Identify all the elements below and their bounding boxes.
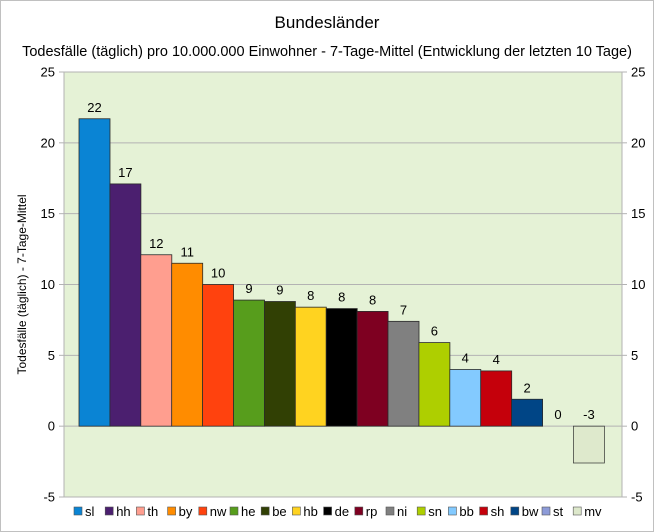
legend-swatch-by <box>167 506 176 516</box>
y-tick-label-left: -5 <box>43 490 55 505</box>
bar-rp <box>356 311 389 427</box>
legend-label-rp: rp <box>366 504 378 519</box>
legend-label-nw: nw <box>210 504 227 519</box>
legend-label-mv: mv <box>584 504 602 519</box>
data-label-sn: 6 <box>431 324 438 339</box>
y-tick-label-right: 5 <box>631 348 638 363</box>
data-label-sh: 4 <box>493 352 500 367</box>
legend-label-sn: sn <box>428 504 442 519</box>
legend-label-by: by <box>179 504 193 519</box>
legend-swatch-rp <box>354 506 364 516</box>
bar-de <box>325 308 358 427</box>
plot-border <box>63 71 623 498</box>
bar-sh <box>480 370 513 427</box>
data-label-rp: 8 <box>369 292 376 307</box>
legend-swatch-hh <box>104 506 114 516</box>
bar-bb <box>449 369 482 427</box>
legend-swatch-nw <box>198 506 208 516</box>
legend-swatch-sn <box>416 506 426 516</box>
legend-label-he: he <box>241 504 255 519</box>
legend-label-hh: hh <box>116 504 130 519</box>
y-tick-label-left: 25 <box>41 65 55 80</box>
data-label-hb: 8 <box>307 288 314 303</box>
data-label-nw: 10 <box>211 266 225 281</box>
legend-label-bw: bw <box>522 504 539 519</box>
legend-label-ni: ni <box>397 504 407 519</box>
data-label-hh: 17 <box>118 165 132 180</box>
y-tick-label-left: 0 <box>48 419 55 434</box>
legend-label-th: th <box>147 504 158 519</box>
legend-swatch-bb <box>448 506 457 516</box>
legend-label-bb: bb <box>459 504 473 519</box>
bar-be <box>263 301 296 427</box>
bar-ni <box>387 320 420 427</box>
legend-label-st: st <box>553 504 564 519</box>
data-label-ni: 7 <box>400 302 407 317</box>
legend-swatch-mv <box>572 506 582 516</box>
y-tick-label-right: 15 <box>631 206 645 221</box>
bar-hb <box>294 306 327 427</box>
bar-th <box>140 254 173 427</box>
data-label-sl: 22 <box>87 100 101 115</box>
data-label-by: 11 <box>180 244 194 259</box>
legend-swatch-sh <box>479 506 488 516</box>
legend-swatch-he <box>229 506 239 516</box>
y-tick-label-right: 0 <box>631 419 638 434</box>
legend-swatch-bw <box>510 506 520 516</box>
bar-sl <box>78 118 111 427</box>
data-label-bb: 4 <box>462 351 469 366</box>
data-label-mv: -3 <box>583 407 595 422</box>
legend-label-de: de <box>335 504 349 519</box>
bar-by <box>171 262 204 427</box>
bar-nw <box>202 284 235 427</box>
bar-sn <box>418 342 451 427</box>
legend-label-hb: hb <box>303 504 317 519</box>
chart-title: Bundesländer <box>275 13 380 32</box>
data-label-th: 12 <box>149 236 163 251</box>
legend-swatch-de <box>323 506 332 516</box>
legend-label-sl: sl <box>85 504 95 519</box>
y-axis-label: Todesfälle (täglich) - 7-Tage-Mittel <box>15 194 29 374</box>
data-label-he: 9 <box>245 281 252 296</box>
y-tick-label-left: 20 <box>41 135 55 150</box>
legend-swatch-sl <box>73 506 83 516</box>
y-tick-label-left: 15 <box>41 206 55 221</box>
legend-label-sh: sh <box>491 504 505 519</box>
bar-bw <box>511 398 544 427</box>
data-label-bw: 2 <box>523 380 530 395</box>
legend-swatch-st <box>541 506 551 516</box>
y-tick-label-left: 10 <box>41 277 55 292</box>
bar-he <box>233 299 265 427</box>
y-tick-label-right: -5 <box>631 490 643 505</box>
bar-hh <box>109 183 142 427</box>
legend-label-be: be <box>272 504 286 519</box>
data-label-de: 8 <box>338 290 345 305</box>
legend-swatch-th <box>136 506 145 516</box>
data-label-st: 0 <box>554 407 561 422</box>
bar-mv <box>573 425 605 464</box>
data-label-be: 9 <box>276 283 283 298</box>
legend-swatch-hb <box>292 506 301 516</box>
y-tick-label-right: 25 <box>631 65 645 80</box>
y-tick-label-left: 5 <box>48 348 55 363</box>
chart-subtitle: Todesfälle (täglich) pro 10.000.000 Einw… <box>22 44 632 60</box>
legend-swatch-ni <box>385 506 395 516</box>
legend-swatch-be <box>260 506 270 516</box>
y-tick-label-right: 10 <box>631 277 645 292</box>
y-tick-label-right: 20 <box>631 135 645 150</box>
